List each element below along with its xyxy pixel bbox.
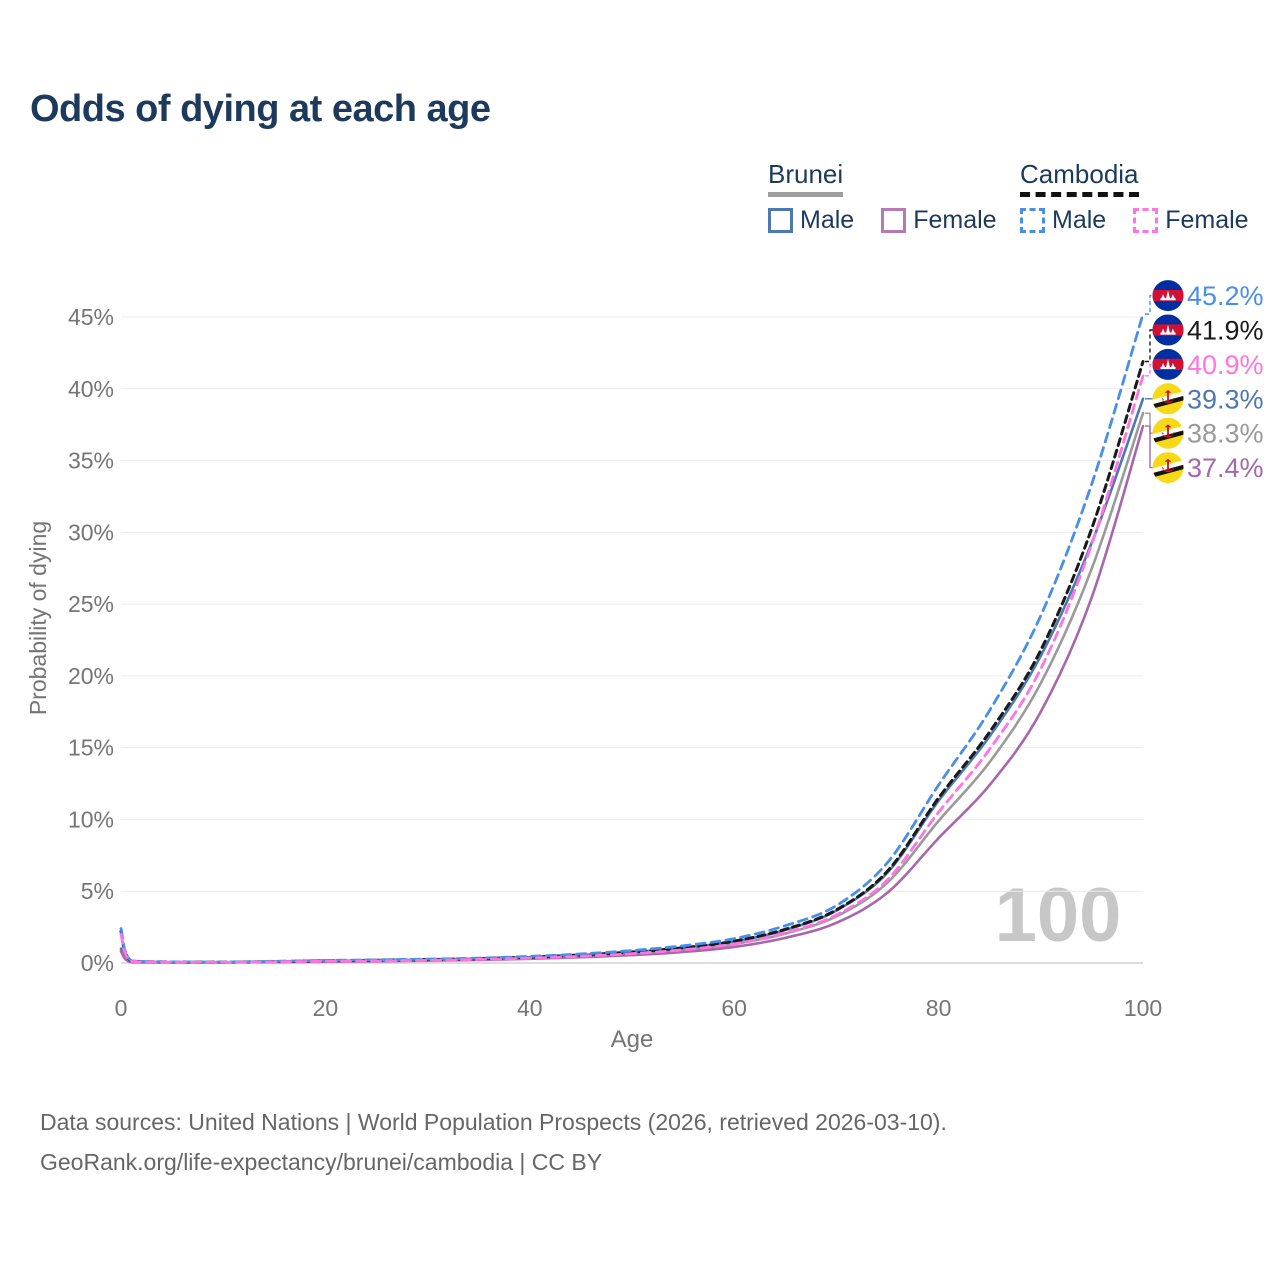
end-value-label: 40.9% — [1187, 350, 1264, 380]
x-tick-label: 80 — [926, 995, 952, 1021]
data-sources: Data sources: United Nations | World Pop… — [40, 1102, 947, 1182]
leader-line — [1145, 329, 1153, 363]
end-value-label: 37.4% — [1187, 453, 1264, 483]
end-value-label: 45.2% — [1187, 281, 1264, 311]
series-line-brunei-female[interactable] — [119, 424, 1145, 964]
legend-item-label: Male — [1052, 205, 1107, 234]
legend-items-cambodia: Male Female — [1020, 206, 1249, 235]
y-tick-label: 10% — [68, 806, 114, 832]
legend-item-label: Male — [800, 205, 855, 234]
x-axis-title: Age — [611, 1026, 654, 1053]
x-tick-label: 40 — [517, 995, 543, 1021]
legend-item-label: Female — [913, 205, 997, 234]
legend-item-brunei-male[interactable]: Male — [768, 206, 854, 235]
y-axis-title: Probability of dying — [25, 521, 51, 715]
leader-line — [1145, 294, 1153, 315]
cambodia-female-swatch-icon — [1133, 207, 1159, 233]
end-value-label: 41.9% — [1187, 316, 1264, 346]
leader-line — [1145, 363, 1153, 377]
legend-item-cambodia-male[interactable]: Male — [1020, 206, 1106, 235]
y-tick-label: 5% — [81, 878, 114, 904]
end-value-label: 38.3% — [1187, 419, 1264, 449]
legend-items-brunei: Male Female — [768, 206, 997, 235]
source-line: Data sources: United Nations | World Pop… — [40, 1109, 947, 1135]
cambodia-flag-icon — [1152, 314, 1184, 346]
leader-line — [1145, 412, 1153, 434]
legend: Brunei Male Female Cambodia Male — [768, 160, 1268, 240]
brunei-male-swatch-icon — [768, 207, 793, 233]
attribution-line: GeoRank.org/life-expectancy/brunei/cambo… — [40, 1149, 603, 1175]
x-tick-label: 60 — [721, 995, 747, 1021]
legend-group-cambodia: Cambodia Male Female — [1020, 160, 1249, 235]
y-tick-label: 45% — [68, 304, 114, 330]
brunei-flag-icon — [1152, 452, 1184, 484]
cambodia-flag-icon — [1152, 348, 1184, 380]
legend-item-label: Female — [1165, 205, 1249, 234]
series-line-cambodia-male[interactable] — [119, 312, 1145, 964]
legend-item-cambodia-female[interactable]: Female — [1133, 205, 1249, 235]
series-line-brunei[interactable] — [119, 411, 1145, 964]
brunei-flag-icon — [1152, 417, 1184, 449]
series-line-brunei-male[interactable] — [119, 397, 1145, 964]
legend-group-brunei: Brunei Male Female — [768, 160, 997, 235]
y-tick-label: 25% — [68, 591, 114, 617]
leader-line — [1145, 425, 1153, 469]
cambodia-male-swatch-icon — [1020, 207, 1045, 233]
x-tick-label: 0 — [115, 995, 128, 1021]
x-tick-label: 20 — [313, 995, 339, 1021]
series-line-cambodia[interactable] — [119, 360, 1145, 964]
legend-item-brunei-female[interactable]: Female — [881, 205, 997, 235]
y-tick-label: 30% — [68, 519, 114, 545]
x-tick-label: 100 — [1124, 995, 1162, 1021]
page-title: Odds of dying at each age — [30, 88, 491, 130]
brunei-flag-icon — [1152, 383, 1184, 415]
age-watermark: 100 — [995, 873, 1122, 958]
y-tick-label: 15% — [68, 735, 114, 761]
end-value-label: 39.3% — [1187, 384, 1264, 414]
y-tick-label: 35% — [68, 448, 114, 474]
brunei-female-swatch-icon — [881, 207, 907, 233]
y-tick-label: 0% — [81, 950, 114, 976]
cambodia-flag-icon — [1152, 280, 1184, 312]
series-line-cambodia-female[interactable] — [119, 374, 1145, 964]
legend-country-brunei[interactable]: Brunei — [768, 160, 844, 197]
y-tick-label: 40% — [68, 376, 114, 402]
legend-country-cambodia[interactable]: Cambodia — [1020, 160, 1139, 197]
y-tick-label: 20% — [68, 663, 114, 689]
